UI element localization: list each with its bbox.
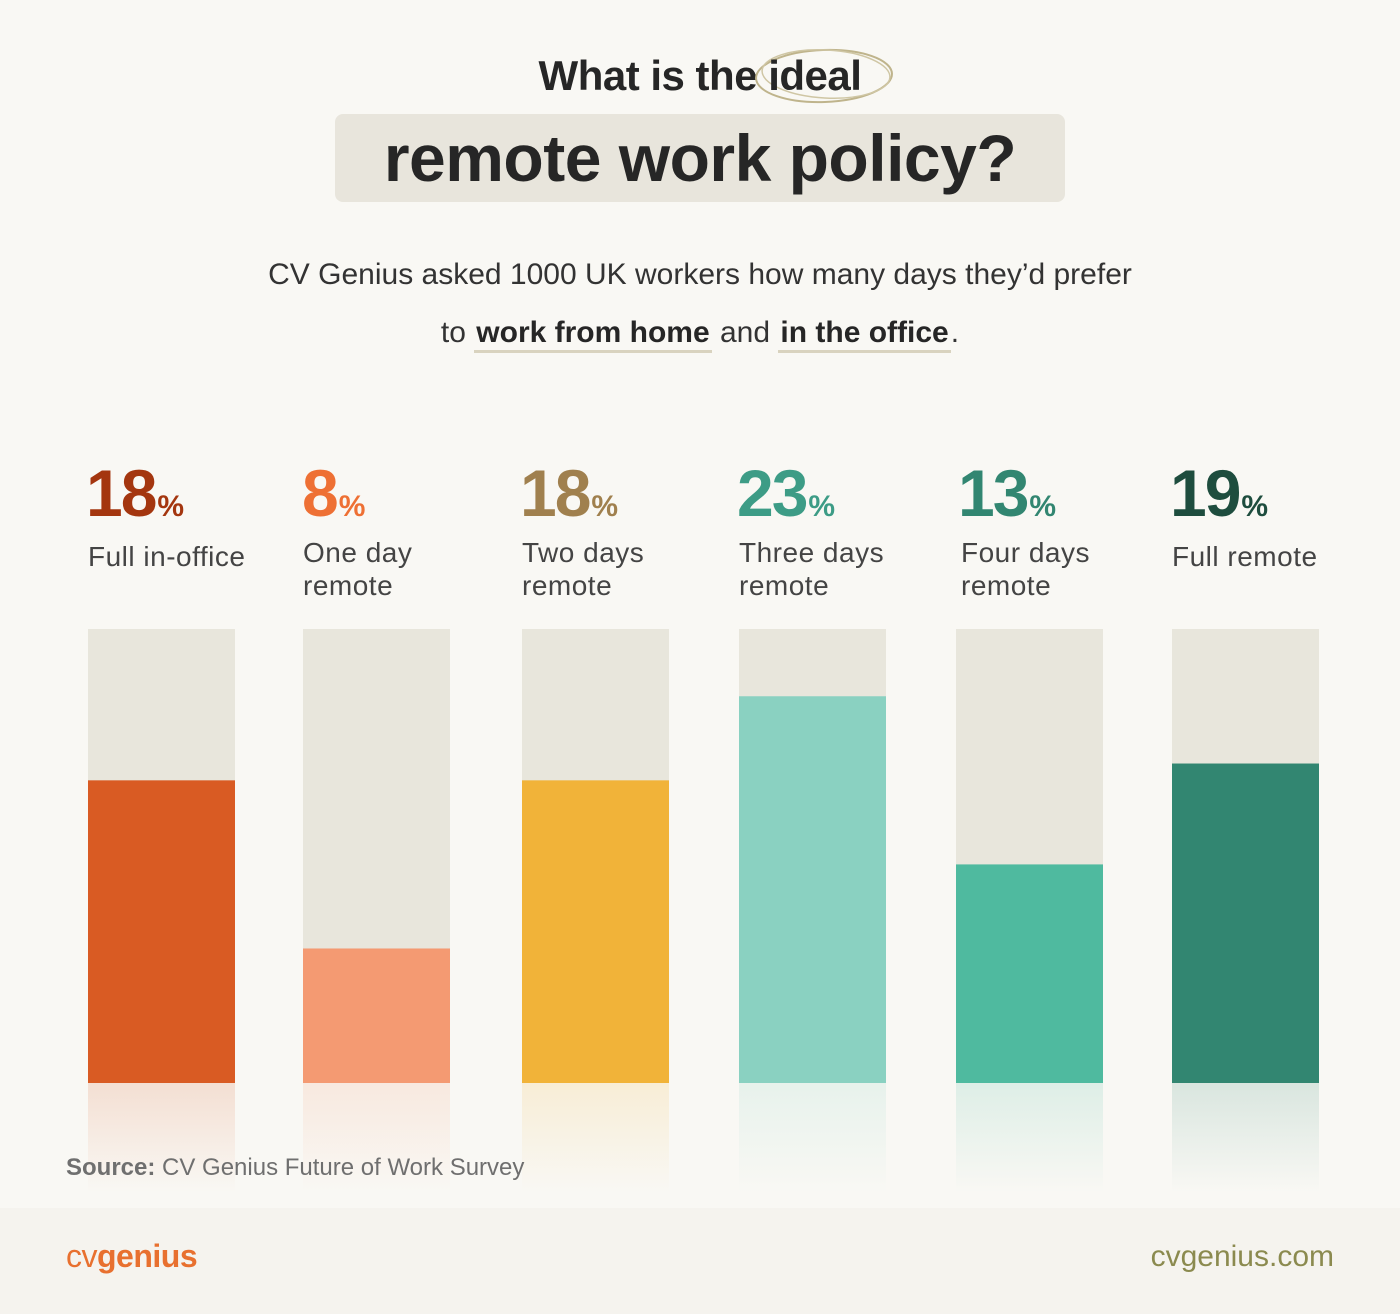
bar-reflection	[1172, 1083, 1319, 1193]
source-note: Source: CV Genius Future of Work Survey	[66, 1154, 525, 1181]
bar-category-label: Four days remote	[961, 537, 1090, 601]
bar-value-label: 13%	[958, 456, 1057, 530]
logo: cvgenius	[66, 1238, 198, 1274]
title-highlight-box	[335, 114, 1065, 202]
bar-value-label: 19%	[1170, 456, 1269, 530]
bar-category-label: One day remote	[303, 537, 413, 601]
footer	[0, 1208, 1400, 1314]
bar	[739, 696, 886, 1083]
bar-value-label: 8%	[302, 456, 366, 530]
bar-value-label: 18%	[86, 456, 185, 530]
bar-reflection	[303, 1083, 450, 1193]
bar-reflection	[739, 1083, 886, 1193]
bar-reflection	[956, 1083, 1103, 1193]
bar-category-label: Three days remote	[739, 537, 885, 601]
website-link[interactable]: cvgenius.com	[1150, 1240, 1334, 1273]
subtitle-line-1: CV Genius asked 1000 UK workers how many…	[268, 258, 1132, 291]
bar	[303, 948, 450, 1083]
bar	[88, 780, 235, 1083]
emphasis-work-from-home: work from home	[474, 316, 712, 353]
bar-category-label: Full remote	[1172, 541, 1318, 572]
subtitle: CV Genius asked 1000 UK workers how many…	[0, 246, 1400, 362]
bar-value-label: 18%	[520, 456, 619, 530]
bar	[522, 780, 669, 1083]
emphasis-in-the-office: in the office	[778, 316, 951, 353]
bar	[956, 864, 1103, 1083]
bar-category-label: Full in-office	[88, 541, 246, 572]
bar	[1172, 763, 1319, 1083]
bar-category-label: Two days remote	[522, 537, 645, 601]
title-prefix: What is the	[538, 52, 758, 99]
bar-reflection	[522, 1083, 669, 1193]
page-title: remote work policy?	[383, 121, 1017, 195]
bar-reflection	[88, 1083, 235, 1193]
bar-value-label: 23%	[737, 456, 836, 530]
